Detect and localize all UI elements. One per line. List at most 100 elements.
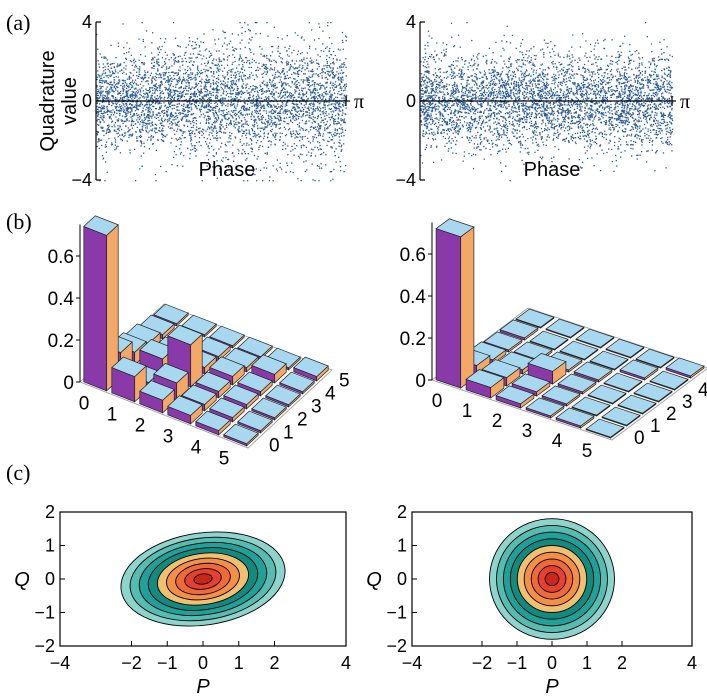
row-tick-label: 2 bbox=[492, 411, 503, 432]
bar-0-0 bbox=[83, 215, 119, 392]
y-tick-label: −1 bbox=[34, 603, 55, 623]
x-tick-label: 0 bbox=[547, 653, 557, 673]
bar-5-5 bbox=[293, 356, 329, 382]
x-tick-label: 4 bbox=[341, 653, 351, 673]
bar-4-4 bbox=[619, 359, 659, 381]
bar-5-1 bbox=[601, 406, 641, 427]
bar-3-3 bbox=[573, 361, 613, 383]
panel-label-a: (a) bbox=[6, 10, 30, 35]
z-tick-label: 0.2 bbox=[400, 329, 426, 350]
y-tick-label: 1 bbox=[397, 536, 407, 556]
col-tick-label: 2 bbox=[297, 410, 308, 431]
z-tick-label: 0.4 bbox=[48, 289, 75, 310]
bar-5-0 bbox=[223, 423, 259, 447]
x-tick-label: 1 bbox=[234, 653, 244, 673]
bar-5-3 bbox=[265, 384, 301, 408]
x-tick-label: −1 bbox=[157, 653, 178, 673]
y-tick-label: 2 bbox=[397, 502, 407, 522]
bar-1-4 bbox=[529, 330, 569, 351]
x-tick-label: −2 bbox=[472, 653, 493, 673]
bar-1-5 bbox=[545, 318, 585, 339]
x-tick-label: −2 bbox=[121, 653, 142, 673]
x-tick-label-pi: π bbox=[354, 91, 364, 113]
y-tick-label: 0 bbox=[406, 91, 416, 111]
y-tick-label: −2 bbox=[34, 636, 55, 656]
col-tick-label: 1 bbox=[283, 423, 294, 444]
y-tick-label: −4 bbox=[395, 170, 416, 190]
z-tick-label: 0.2 bbox=[48, 331, 74, 352]
bar-4-3 bbox=[603, 372, 643, 393]
y-tick-label: 0 bbox=[82, 91, 92, 111]
col-tick-label: 3 bbox=[682, 392, 693, 413]
row-tick-label: 2 bbox=[135, 416, 146, 437]
bar-2-0 bbox=[495, 385, 535, 409]
x-tick-label: 4 bbox=[687, 653, 697, 673]
bar-3-5 bbox=[605, 338, 645, 359]
contour-level-9 bbox=[193, 573, 213, 585]
x-tick-label: 2 bbox=[269, 653, 279, 673]
z-tick-label: 0.6 bbox=[48, 247, 74, 268]
x-tick-label: −4 bbox=[50, 653, 71, 673]
bar-2-4 bbox=[559, 340, 599, 361]
x-tick-label: 0 bbox=[198, 653, 208, 673]
bar-2-0 bbox=[139, 380, 175, 414]
row-tick-label: 1 bbox=[107, 405, 118, 426]
row-tick-label: 0 bbox=[432, 391, 443, 412]
y-axis-label: Q bbox=[366, 569, 382, 591]
y-tick-label: 4 bbox=[406, 12, 416, 32]
z-tick-label: 0.6 bbox=[400, 245, 426, 266]
row-tick-label: 3 bbox=[163, 427, 174, 448]
y-tick-label: 0 bbox=[397, 569, 407, 589]
z-tick-label: 0 bbox=[415, 371, 426, 392]
bar-5-4 bbox=[649, 370, 689, 391]
bar-3-2 bbox=[557, 373, 597, 395]
bar-2-5 bbox=[575, 328, 615, 349]
bar-4-2 bbox=[587, 384, 627, 405]
panel-label-b: (b) bbox=[6, 209, 32, 234]
scatter-points bbox=[420, 22, 674, 182]
bar-3-0 bbox=[525, 397, 565, 419]
y-tick-label: −1 bbox=[386, 603, 407, 623]
x-tick-label: −4 bbox=[402, 653, 423, 673]
bar-0-0 bbox=[435, 218, 475, 389]
x-tick-label-pi: π bbox=[680, 91, 690, 113]
col-tick-label: 1 bbox=[650, 416, 661, 437]
bar-4-5 bbox=[635, 348, 675, 369]
col-tick-label: 0 bbox=[634, 428, 645, 449]
bar-3-4 bbox=[589, 350, 629, 371]
row-tick-label: 5 bbox=[219, 449, 230, 470]
bar-0-5 bbox=[515, 308, 555, 329]
z-tick-label: 0 bbox=[63, 373, 74, 394]
y-axis-label: Q bbox=[14, 569, 30, 591]
bar-1-0 bbox=[465, 369, 505, 399]
bar-3-0 bbox=[167, 395, 203, 425]
bar-5-4 bbox=[279, 371, 315, 395]
y-tick-label: 1 bbox=[45, 536, 55, 556]
bar-4-0 bbox=[555, 407, 595, 429]
x-axis-label: P bbox=[196, 676, 210, 698]
bar-5-2 bbox=[251, 397, 287, 421]
col-tick-label: 4 bbox=[325, 384, 336, 405]
bar-5-3 bbox=[633, 382, 673, 403]
bar-5-0 bbox=[585, 418, 625, 439]
col-tick-label: 2 bbox=[666, 404, 677, 425]
x-tick-label: 2 bbox=[617, 653, 627, 673]
row-tick-label: 3 bbox=[522, 421, 533, 442]
row-tick-label: 5 bbox=[582, 441, 593, 462]
col-tick-label: 3 bbox=[311, 397, 322, 418]
y-tick-label: 2 bbox=[45, 502, 55, 522]
col-tick-label: 4 bbox=[698, 380, 707, 401]
y-axis-label: Quadrature bbox=[37, 50, 59, 151]
x-axis-label: Phase bbox=[199, 159, 256, 181]
scatter-right: 4 0 −4 π Phase bbox=[395, 12, 690, 190]
col-tick-label: 5 bbox=[339, 371, 350, 392]
bar-2-2 bbox=[527, 353, 567, 385]
y-tick-label: 0 bbox=[45, 569, 55, 589]
y-tick-label: 4 bbox=[82, 12, 92, 32]
panel-label-c: (c) bbox=[6, 460, 30, 485]
